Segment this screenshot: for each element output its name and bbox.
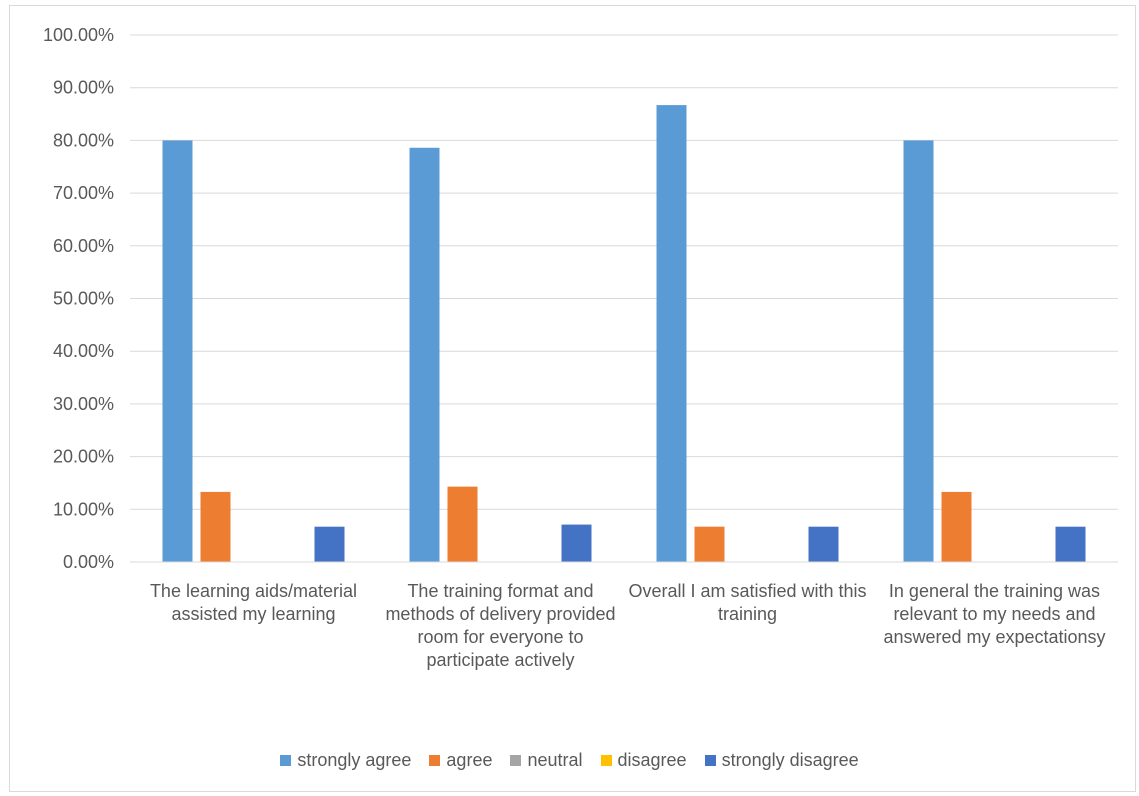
y-tick-label: 30.00%: [53, 394, 114, 414]
category-label: Overall I am satisfied with this trainin…: [628, 581, 867, 624]
y-tick-label: 70.00%: [53, 183, 114, 203]
legend-item: neutral: [510, 750, 583, 771]
y-tick-label: 0.00%: [63, 552, 114, 572]
bar-agree: [694, 526, 725, 562]
y-tick-label: 90.00%: [53, 78, 114, 98]
bar-agree: [447, 486, 478, 562]
legend-item: strongly agree: [280, 750, 411, 771]
legend-swatch: [510, 755, 522, 766]
bar-agree: [200, 491, 231, 562]
category-label: In general the training was relevant to …: [883, 581, 1106, 647]
bar-strongly-agree: [409, 147, 440, 562]
y-tick-label: 40.00%: [53, 341, 114, 361]
legend-label: strongly disagree: [721, 750, 859, 770]
legend-swatch: [280, 755, 292, 766]
bar-strongly-agree: [656, 105, 687, 562]
legend-item: strongly disagree: [704, 750, 859, 771]
bar-strongly-agree: [162, 140, 193, 562]
bars: [162, 105, 1086, 562]
category-label: The training format and methods of deliv…: [385, 581, 616, 670]
legend-item: disagree: [600, 750, 687, 771]
category-label: The learning aids/material assisted my l…: [149, 581, 358, 624]
chart-frame: [9, 5, 1136, 792]
bar-strongly-disagree: [314, 526, 345, 562]
y-axis-ticks: 0.00% 10.00% 20.00% 30.00% 40.00% 50.00% 60.00…: [43, 25, 114, 572]
y-tick-label: 20.00%: [53, 447, 114, 467]
legend-label: strongly agree: [297, 750, 412, 770]
legend-label: agree: [446, 750, 493, 770]
y-tick-label: 80.00%: [53, 130, 114, 150]
gridlines: [130, 34, 1118, 510]
bar-strongly-disagree: [561, 524, 592, 562]
bar-agree: [941, 491, 972, 562]
legend-swatch: [600, 755, 612, 766]
legend-label: neutral: [527, 750, 583, 770]
legend-item: agree: [429, 750, 492, 771]
y-tick-label: 100.00%: [43, 25, 114, 45]
legend-label: disagree: [617, 750, 687, 770]
y-tick-label: 60.00%: [53, 236, 114, 256]
y-tick-label: 10.00%: [53, 499, 114, 519]
bar-strongly-disagree: [1055, 526, 1086, 562]
bar-strongly-disagree: [808, 526, 839, 562]
legend: strongly agree agree neutral disagree strong…: [0, 750, 1139, 771]
legend-swatch: [704, 755, 716, 766]
bar-strongly-agree: [903, 140, 934, 562]
legend-swatch: [429, 755, 441, 766]
y-tick-label: 50.00%: [53, 289, 114, 309]
